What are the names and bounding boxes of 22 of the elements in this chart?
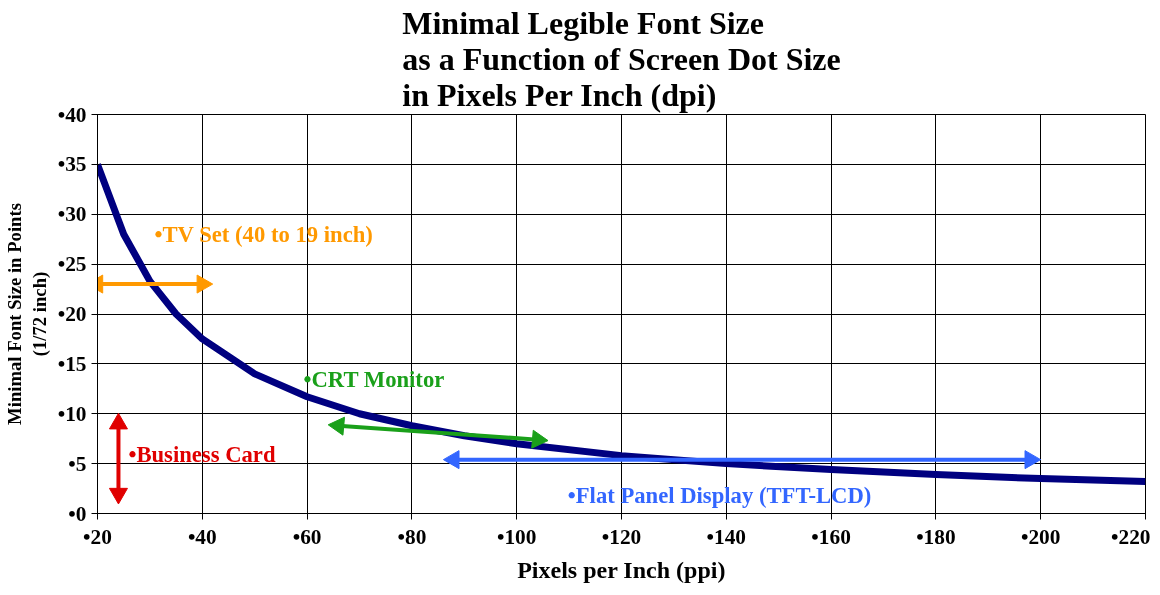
- y-tick-label: •10: [57, 401, 87, 426]
- x-tick-label: •100: [496, 524, 537, 549]
- y-tick-label: •25: [57, 252, 87, 277]
- y-tick-label: •0: [68, 501, 87, 526]
- x-tick-label: •40: [187, 524, 217, 549]
- x-tick-label: •220: [1111, 524, 1151, 549]
- x-tick-label: •200: [1020, 524, 1061, 549]
- y-tick-label: •20: [57, 302, 87, 326]
- x-tick-label: •140: [706, 524, 747, 549]
- y-tick-label: •30: [57, 202, 87, 227]
- y-tick-label: •5: [68, 451, 87, 476]
- y-tick-label: •40: [57, 102, 87, 127]
- x-tick-label: •160: [811, 524, 851, 549]
- x-axis-title: Pixels per Inch (ppi): [517, 556, 726, 583]
- x-tick-label: •120: [601, 524, 642, 549]
- chart-title: Minimal Legible Font Size as a Function of Screen Dot Size in Pixels Per Inch (dpi): [402, 4, 841, 113]
- y-axis-title: Minimal Font Size in Points (1/72 inch): [3, 203, 51, 425]
- y-tick-label: •35: [57, 152, 87, 177]
- x-tick-label: •180: [916, 524, 956, 549]
- x-tick-label: •60: [292, 524, 322, 549]
- y-tick-label: •15: [57, 351, 87, 376]
- x-tick-label: •80: [397, 524, 427, 549]
